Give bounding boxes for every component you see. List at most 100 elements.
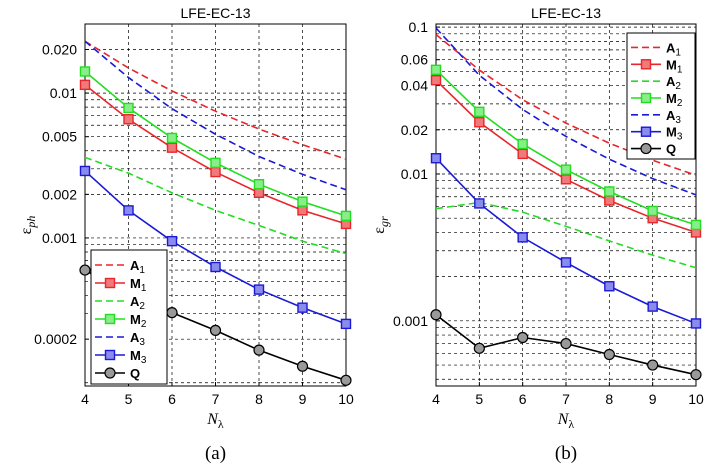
- data-point-m2: [123, 102, 134, 114]
- x-tick-label: 7: [212, 391, 220, 407]
- data-point-m3: [690, 318, 702, 329]
- data-point-m2: [690, 219, 702, 231]
- data-point-m3: [297, 302, 308, 313]
- data-point-m2: [340, 210, 352, 222]
- y-tick-label: 0.1: [409, 19, 429, 35]
- legend-marker-q: [104, 367, 116, 379]
- legend-label-a3: A3: [666, 108, 681, 126]
- data-point-m2: [474, 106, 485, 118]
- x-tick-label: 10: [338, 391, 354, 407]
- data-point-m3: [560, 257, 572, 268]
- y-tick-label: 0.020: [42, 42, 77, 58]
- legend-label-m2: M2: [666, 91, 683, 109]
- y-tick-label: 0.001: [393, 313, 428, 329]
- series-line-a2: [435, 201, 697, 269]
- legend-marker-m1: [104, 277, 116, 289]
- chart-title: LFE-EC-13: [531, 5, 601, 21]
- legend-label-a1: A1: [666, 40, 681, 58]
- data-point-q: [603, 348, 615, 361]
- y-axis-label: εgr: [371, 216, 391, 234]
- data-point-m2: [210, 157, 221, 169]
- legend-label-q: Q: [666, 142, 676, 157]
- y-tick-label: 0.02: [401, 122, 428, 138]
- data-point-m1: [123, 114, 134, 125]
- data-point-q: [340, 374, 352, 386]
- legend-marker-m3: [104, 349, 116, 361]
- legend-marker-q: [640, 142, 652, 155]
- data-point-m2: [253, 178, 265, 190]
- data-point-m3: [430, 153, 442, 164]
- series-line-a3: [435, 27, 697, 196]
- data-point-m3: [123, 205, 134, 216]
- data-point-m1: [517, 148, 528, 160]
- x-axis-label: Nλ: [206, 411, 224, 431]
- data-point-q: [253, 344, 265, 356]
- y-tick-label: 0.06: [401, 52, 428, 68]
- data-point-m1: [79, 79, 91, 91]
- data-point-q: [647, 359, 659, 371]
- data-point-m2: [430, 64, 442, 76]
- data-point-m1: [604, 195, 615, 206]
- legend-label-a2: A2: [130, 294, 145, 312]
- y-axis-label: εph: [18, 216, 38, 235]
- y-tick-label: 0.0002: [34, 331, 77, 347]
- x-tick-label: 4: [432, 391, 440, 407]
- y-tick-label: 0.002: [42, 186, 77, 202]
- legend-box: [626, 32, 696, 160]
- legend-marker-m2: [640, 92, 652, 104]
- series-group: [430, 27, 702, 381]
- data-point-m3: [647, 301, 658, 312]
- x-tick-label: 9: [649, 391, 657, 407]
- legend-label-a2: A2: [666, 74, 681, 92]
- series-line-a3: [84, 40, 347, 191]
- series-group: [79, 40, 352, 386]
- legend-label-q: Q: [130, 366, 140, 381]
- data-point-m3: [604, 281, 615, 292]
- x-tick-label: 8: [255, 391, 263, 407]
- x-tick-label: 5: [125, 391, 133, 407]
- data-point-q: [560, 337, 572, 350]
- legend-label-m2: M2: [130, 312, 147, 330]
- data-point-m2: [79, 66, 91, 77]
- legend-label-m1: M1: [666, 57, 683, 75]
- data-point-m2: [647, 205, 658, 217]
- data-point-m3: [210, 261, 221, 273]
- data-point-m2: [604, 186, 615, 197]
- y-tick-label: 0.005: [42, 129, 77, 145]
- data-point-q: [79, 264, 91, 276]
- data-point-m3: [517, 232, 528, 243]
- data-point-m2: [166, 132, 178, 144]
- data-point-q: [517, 331, 529, 344]
- data-point-m2: [560, 164, 572, 175]
- x-tick-label: 8: [605, 391, 613, 407]
- series-line-a1: [435, 33, 697, 177]
- x-tick-label: 4: [81, 391, 89, 407]
- legend-label-a3: A3: [130, 330, 145, 348]
- data-point-m1: [166, 142, 178, 153]
- panel-caption: (a): [205, 443, 226, 464]
- chart-title: LFE-EC-13: [180, 5, 250, 21]
- panel-caption: (b): [555, 443, 577, 464]
- data-point-m2: [297, 196, 308, 207]
- data-point-q: [209, 324, 222, 336]
- legend-box: [90, 249, 168, 385]
- legend-marker-m3: [640, 126, 652, 137]
- data-point-m1: [253, 187, 265, 198]
- series-line-a2: [84, 156, 347, 255]
- data-point-m3: [253, 284, 265, 295]
- legend-label-m3: M3: [130, 348, 147, 366]
- data-point-m1: [430, 75, 442, 86]
- data-point-m3: [340, 318, 352, 330]
- data-point-m3: [79, 165, 91, 177]
- y-tick-label: 0.04: [401, 78, 428, 94]
- data-point-q: [296, 360, 309, 372]
- data-point-m1: [297, 205, 308, 216]
- x-tick-label: 6: [519, 391, 527, 407]
- data-point-m1: [210, 166, 221, 178]
- x-tick-label: 9: [299, 391, 307, 407]
- x-tick-label: 6: [168, 391, 176, 407]
- x-tick-label: 5: [475, 391, 483, 407]
- data-point-q: [690, 369, 702, 381]
